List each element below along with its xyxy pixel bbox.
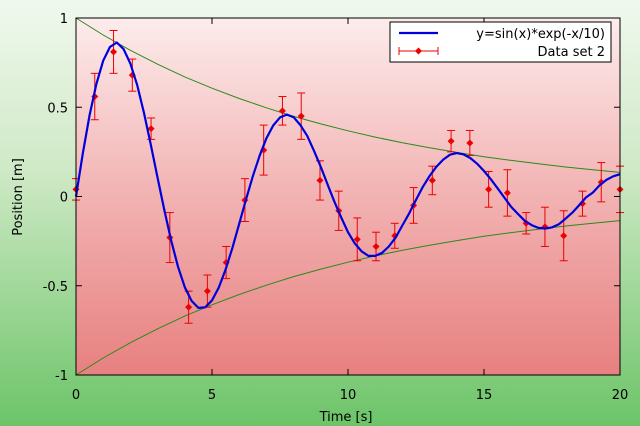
diamond-marker: [372, 242, 380, 250]
x-tick-label: 10: [340, 388, 357, 403]
diamond-marker: [110, 48, 118, 56]
series-line-damped-sine: [74, 41, 621, 309]
data-point: [297, 92, 306, 140]
diamond-marker: [185, 303, 193, 311]
y-tick-label: 1: [60, 12, 68, 27]
x-axis-label: Time [s]: [319, 410, 373, 425]
damped-sine-curve: [74, 41, 621, 309]
legend-label: Data set 2: [538, 45, 605, 60]
data-point: [465, 129, 474, 156]
diamond-marker: [316, 176, 324, 184]
diamond-marker: [466, 139, 474, 147]
data-point: [503, 169, 512, 217]
legend-box: [389, 21, 612, 63]
data-point: [278, 96, 287, 126]
series-line-envelope-2: [75, 220, 621, 376]
y-tick-label: -1: [55, 369, 68, 384]
data-point: [259, 124, 268, 176]
legend-label: y=sin(x)*exp(-x/10): [476, 27, 605, 42]
data-point: [147, 117, 156, 140]
diamond-marker: [485, 185, 493, 193]
series-line-envelope-1: [75, 17, 621, 173]
diamond-marker: [353, 235, 361, 243]
diamond-marker: [147, 125, 155, 133]
diamond-marker: [428, 176, 436, 184]
y-tick-label: 0.5: [47, 101, 68, 116]
data-point: [447, 129, 456, 153]
axes: 0 5 10 15 20 -1 -0.5 0 0.5 1: [43, 12, 629, 403]
data-point: [109, 29, 118, 74]
legend-entry: Data set 2: [398, 45, 605, 60]
data-point: [522, 212, 531, 235]
diamond-marker: [560, 232, 568, 240]
diamond-marker: [278, 107, 286, 115]
plot-area: [76, 18, 620, 375]
x-tick-label: 15: [476, 388, 493, 403]
y-tick-label: 0: [60, 191, 68, 206]
data-point: [203, 274, 212, 308]
legend-swatch-diamond: [415, 47, 422, 55]
x-tick-label: 5: [208, 388, 216, 403]
diamond-marker: [297, 112, 305, 120]
diamond-marker: [447, 137, 455, 145]
legend: y=sin(x)*exp(-x/10) Data set 2: [389, 21, 612, 63]
data-point: [353, 217, 362, 262]
diamond-marker: [203, 287, 211, 295]
legend-entry: y=sin(x)*exp(-x/10): [399, 27, 605, 42]
x-tick-label: 20: [612, 388, 629, 403]
y-axis-label: Position [m]: [11, 158, 26, 236]
diamond-marker: [503, 189, 511, 197]
y-tick-label: -0.5: [43, 280, 68, 295]
data-point: [428, 165, 437, 196]
envelope-curves: [75, 17, 621, 376]
x-tick-label: 0: [72, 388, 80, 403]
